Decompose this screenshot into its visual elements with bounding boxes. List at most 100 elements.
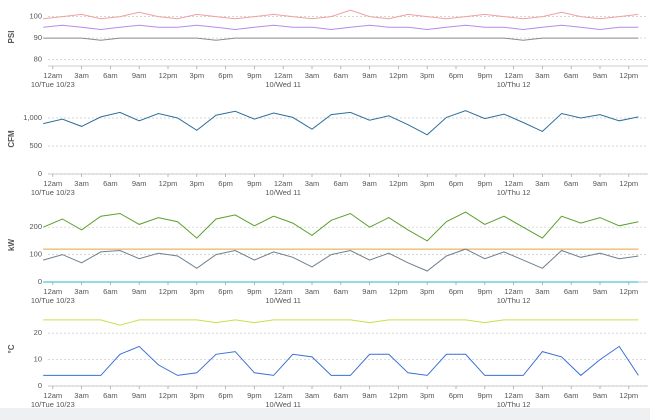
x-tick-label: 12am (274, 391, 293, 400)
x-tick-label: 9pm (247, 287, 262, 296)
y-tick-label: 500 (29, 141, 42, 150)
x-tick-label: 6am (564, 391, 579, 400)
x-tick-label: 6pm (449, 71, 464, 80)
x-tick-label: 3pm (190, 391, 205, 400)
x-tick-label: 12am (43, 391, 62, 400)
x-tick-label: 3am (535, 391, 550, 400)
x-date-label: 10/Wed 11 (265, 80, 301, 89)
x-tick-label: 3am (305, 179, 320, 188)
x-tick-label: 12pm (159, 71, 178, 80)
y-tick-label: 1,000 (23, 113, 42, 122)
x-tick-label: 3pm (420, 179, 435, 188)
x-tick-label: 12pm (389, 287, 408, 296)
x-tick-label: 12am (274, 71, 293, 80)
x-date-label: 10/Thu 12 (497, 400, 531, 409)
x-tick-label: 6am (103, 179, 118, 188)
x-date-label: 10/Tue 10/23 (31, 296, 75, 305)
y-tick-label: 200 (29, 222, 42, 231)
x-tick-label: 12pm (159, 179, 178, 188)
x-tick-label: 3am (535, 179, 550, 188)
x-tick-label: 3am (305, 287, 320, 296)
x-tick-label: 3pm (190, 179, 205, 188)
x-tick-label: 6pm (449, 179, 464, 188)
series-line (43, 24, 639, 31)
x-tick-label: 9pm (478, 287, 493, 296)
x-tick-label: 3pm (190, 71, 205, 80)
x-tick-label: 12pm (389, 179, 408, 188)
x-tick-label: 3am (74, 391, 89, 400)
y-tick-label: 100 (29, 250, 42, 259)
x-tick-label: 9am (362, 179, 377, 188)
x-tick-label: 12pm (159, 287, 178, 296)
x-tick-label: 12am (504, 179, 523, 188)
x-tick-label: 9am (593, 391, 608, 400)
x-tick-label: 6am (334, 179, 349, 188)
y-tick-label: 0 (38, 381, 42, 390)
x-date-label: 10/Thu 12 (497, 296, 531, 305)
x-tick-label: 6am (564, 71, 579, 80)
x-tick-label: 3pm (420, 287, 435, 296)
x-tick-label: 3am (535, 71, 550, 80)
x-tick-label: 12am (43, 179, 62, 188)
x-tick-label: 12pm (389, 71, 408, 80)
x-date-label: 10/Thu 12 (497, 188, 531, 197)
x-tick-label: 12pm (159, 391, 178, 400)
x-date-label: 10/Tue 10/23 (31, 80, 75, 89)
x-tick-label: 6pm (449, 391, 464, 400)
x-tick-label: 9pm (247, 179, 262, 188)
x-tick-label: 9pm (478, 71, 493, 80)
y-axis-label: kW (7, 239, 16, 251)
y-tick-label: 100 (29, 12, 42, 21)
x-tick-label: 12am (504, 287, 523, 296)
x-tick-label: 6am (334, 287, 349, 296)
x-tick-label: 12am (43, 71, 62, 80)
y-tick-label: 10 (34, 355, 42, 364)
x-tick-label: 3am (74, 287, 89, 296)
x-tick-label: 12pm (619, 391, 638, 400)
x-tick-label: 12am (504, 391, 523, 400)
x-date-label: 10/Wed 11 (265, 400, 301, 409)
x-tick-label: 9am (362, 71, 377, 80)
x-tick-label: 6pm (218, 391, 233, 400)
x-tick-label: 12pm (619, 179, 638, 188)
x-tick-label: 3am (305, 391, 320, 400)
x-tick-label: 9am (593, 71, 608, 80)
x-tick-label: 9am (362, 287, 377, 296)
x-tick-label: 9am (132, 179, 147, 188)
x-tick-label: 6am (564, 179, 579, 188)
series-line (43, 345, 639, 377)
x-tick-label: 9pm (478, 179, 493, 188)
x-tick-label: 9am (132, 287, 147, 296)
x-tick-label: 12pm (619, 287, 638, 296)
x-tick-label: 3am (305, 71, 320, 80)
y-tick-label: 0 (38, 169, 42, 178)
x-tick-label: 3am (74, 179, 89, 188)
x-tick-label: 9am (132, 71, 147, 80)
y-tick-label: 80 (34, 55, 42, 64)
x-tick-label: 6am (564, 287, 579, 296)
x-tick-label: 6pm (218, 179, 233, 188)
x-tick-label: 3pm (420, 391, 435, 400)
x-tick-label: 6pm (218, 287, 233, 296)
x-tick-label: 6am (103, 391, 118, 400)
x-tick-label: 12am (504, 71, 523, 80)
x-tick-label: 9am (593, 287, 608, 296)
y-axis-label: PSI (7, 31, 16, 44)
series-line (43, 110, 639, 136)
x-tick-label: 6am (103, 287, 118, 296)
footer-bar (0, 408, 650, 420)
x-date-label: 10/Wed 11 (265, 188, 301, 197)
x-tick-label: 3pm (420, 71, 435, 80)
x-tick-label: 9pm (247, 391, 262, 400)
series-line (43, 9, 639, 20)
y-axis-label: °C (7, 344, 16, 353)
x-tick-label: 12pm (619, 71, 638, 80)
x-tick-label: 6pm (449, 287, 464, 296)
x-date-label: 10/Wed 11 (265, 296, 301, 305)
x-tick-label: 3am (535, 287, 550, 296)
x-tick-label: 3am (74, 71, 89, 80)
x-tick-label: 9pm (247, 71, 262, 80)
x-tick-label: 12am (43, 287, 62, 296)
